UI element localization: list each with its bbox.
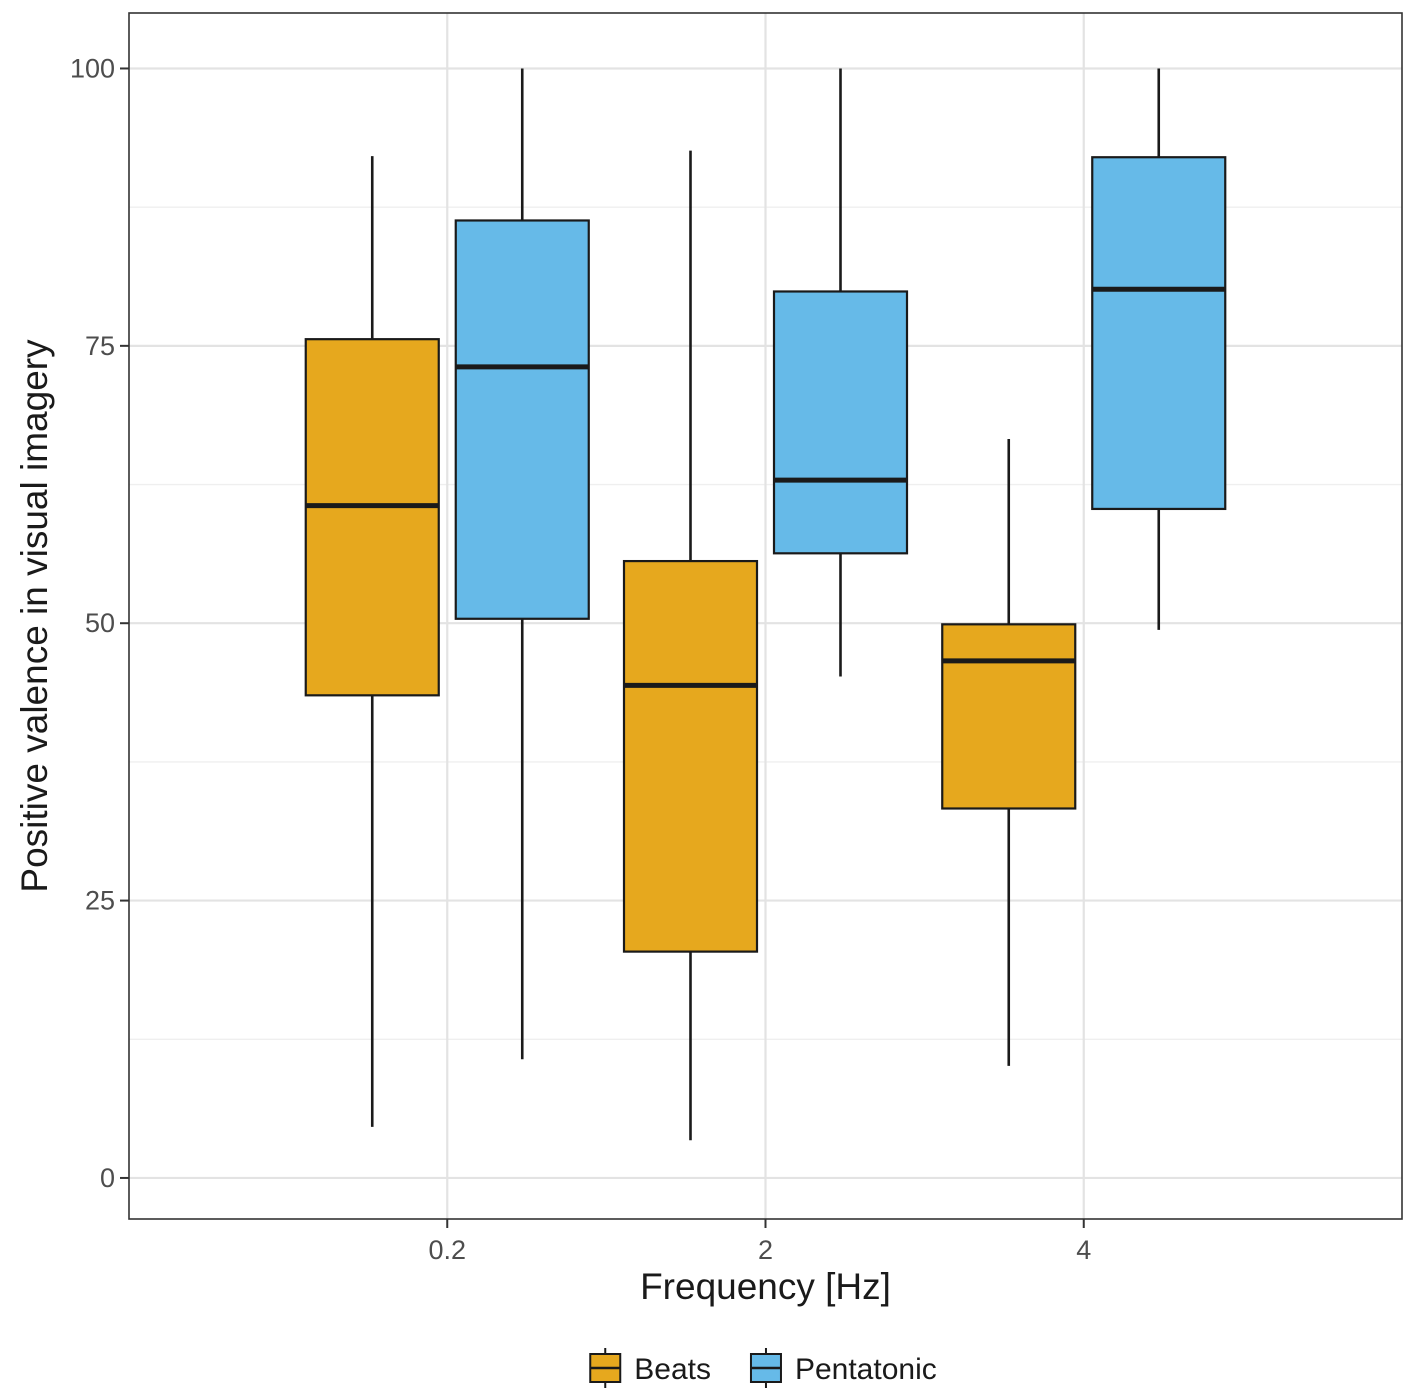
box-pentatonic — [1091, 156, 1227, 511]
box-beats — [622, 559, 759, 953]
box-pentatonic — [772, 290, 909, 555]
legend-label: Beats — [634, 1353, 711, 1386]
box-pentatonic — [454, 219, 590, 620]
boxes — [304, 68, 1227, 1141]
y-tick-label: 100 — [70, 53, 115, 83]
y-tick-label: 0 — [100, 1163, 115, 1193]
y-tick-label: 75 — [85, 331, 115, 361]
box-beats — [304, 338, 440, 697]
x-tick-label: 2 — [758, 1235, 773, 1265]
legend: Beats Pentatonic — [589, 1348, 937, 1388]
axes: 0 25 50 75 100 0.2 2 4 — [70, 53, 1091, 1265]
y-tick-label: 50 — [85, 608, 115, 638]
x-tick-label: 4 — [1076, 1235, 1091, 1265]
legend-label: Pentatonic — [795, 1353, 937, 1386]
box-beats — [941, 623, 1077, 810]
legend-item-beats: Beats — [589, 1348, 711, 1388]
y-tick-label: 25 — [85, 886, 115, 916]
legend-item-pentatonic: Pentatonic — [749, 1348, 937, 1388]
x-axis-title: Frequency [Hz] — [640, 1266, 891, 1307]
x-tick-label: 0.2 — [428, 1235, 466, 1265]
y-axis-title: Positive valence in visual imagery — [14, 339, 55, 893]
